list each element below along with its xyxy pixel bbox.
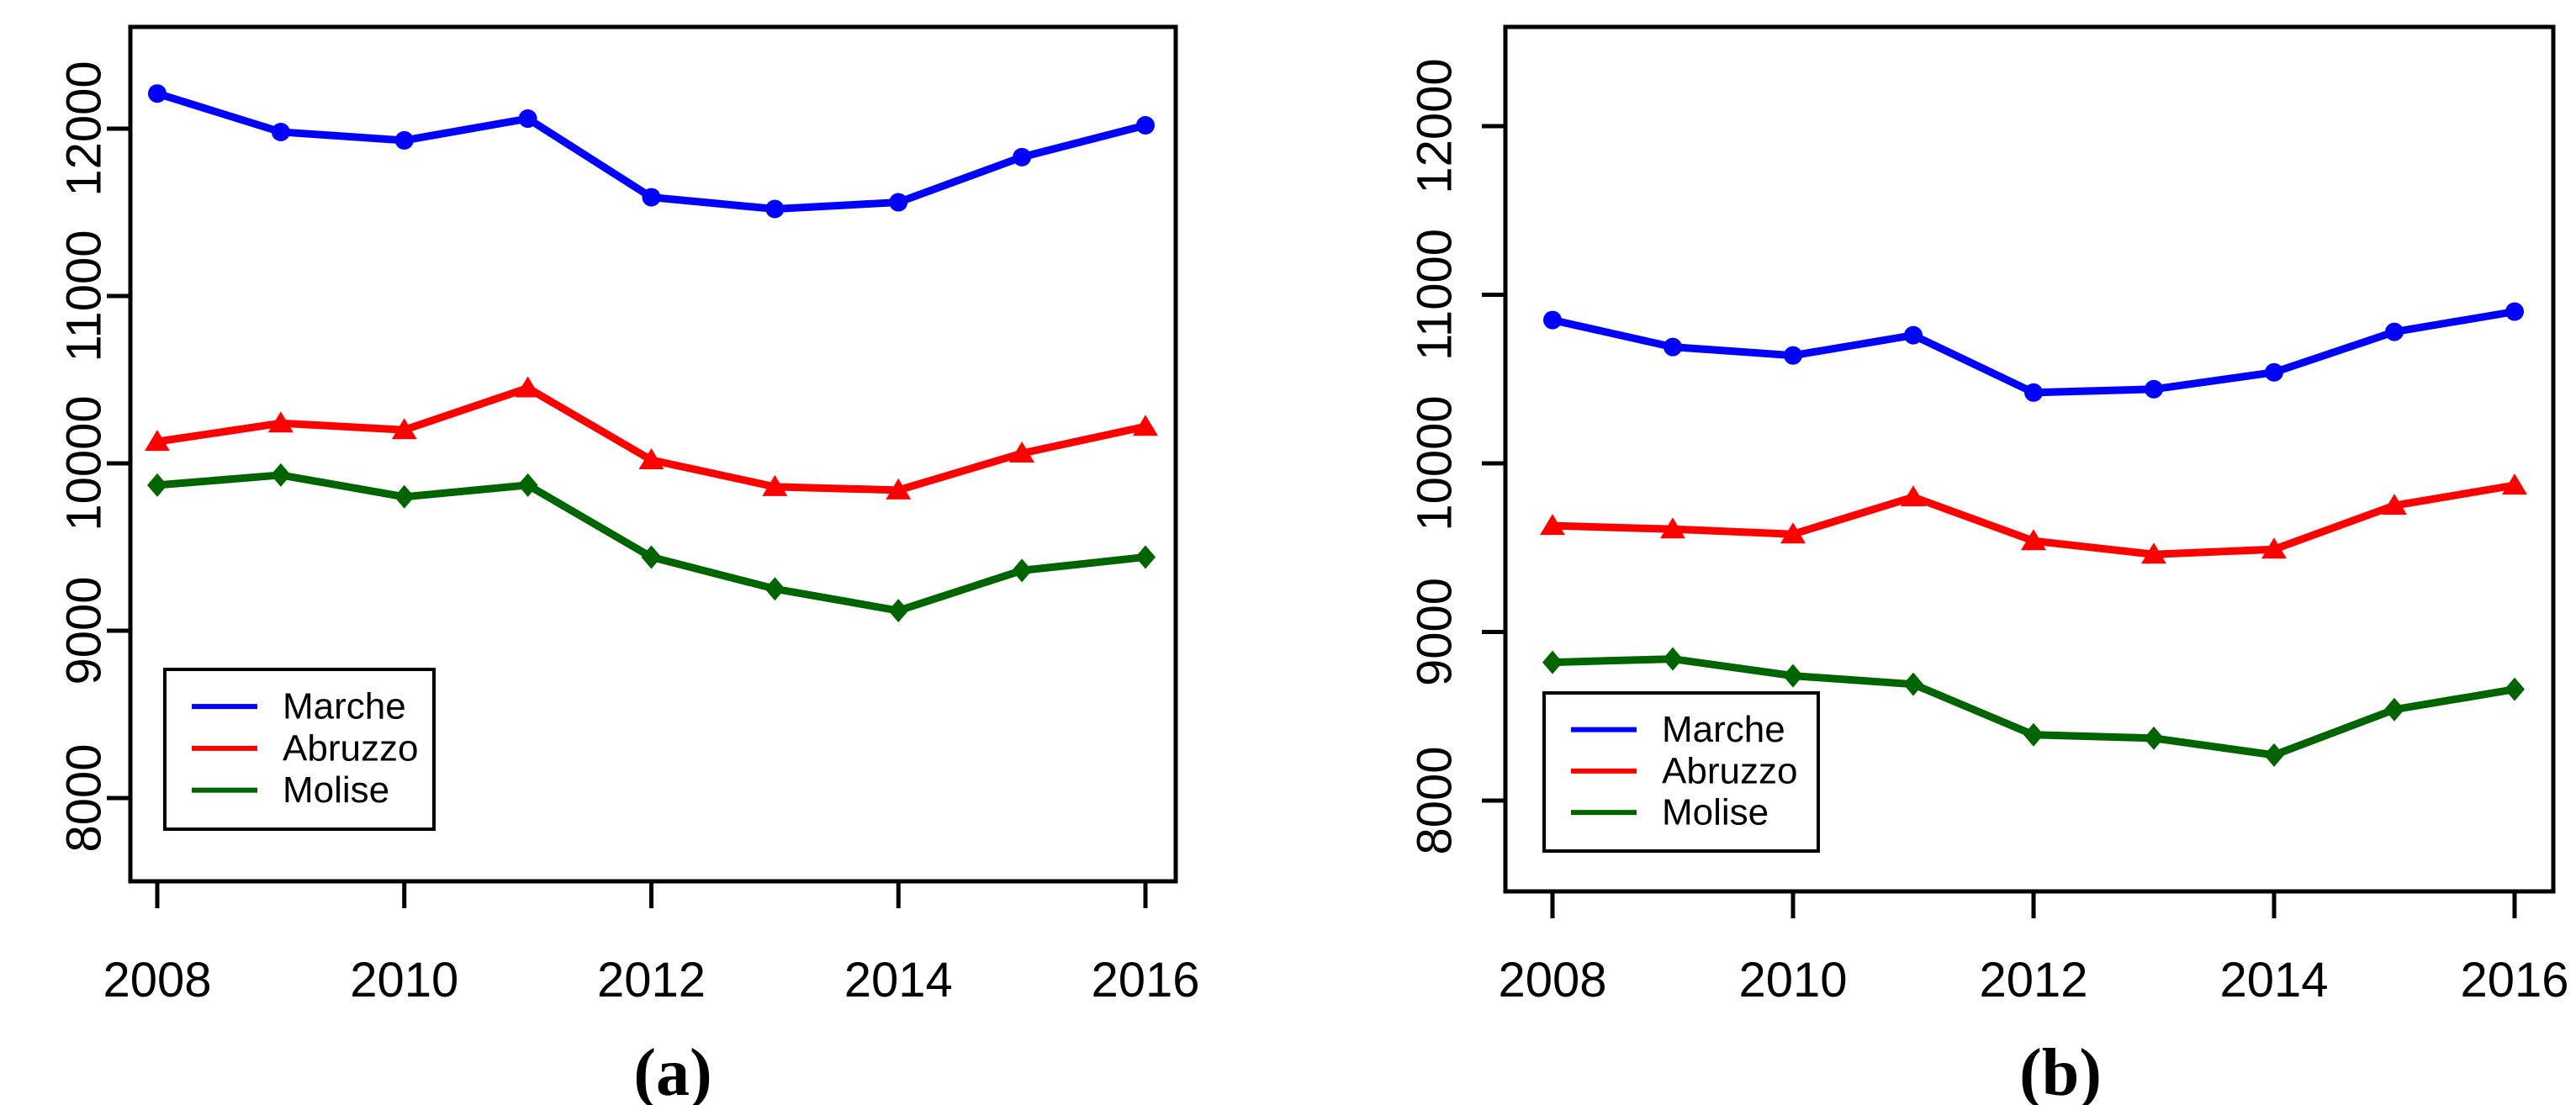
- data-point-marker: [1133, 415, 1158, 436]
- data-point-marker: [1903, 672, 1923, 696]
- series-line: [156, 383, 1146, 494]
- series-molise: [147, 463, 1156, 623]
- data-point-marker: [1013, 147, 1032, 167]
- data-point-marker: [2502, 473, 2527, 495]
- series-abruzzo: [145, 376, 1158, 500]
- legend-label: Abruzzo: [283, 727, 418, 769]
- x-axis-tick-label: 2012: [1979, 953, 2087, 1007]
- data-point-marker: [762, 474, 788, 496]
- y-axis-tick-label: 9000: [1408, 578, 1463, 686]
- data-point-marker: [2023, 722, 2044, 747]
- data-point-marker: [2385, 322, 2404, 341]
- x-axis-tick-label: 2008: [103, 953, 211, 1007]
- data-point-marker: [2264, 743, 2284, 767]
- y-axis-tick-label: 11000: [57, 230, 112, 362]
- legend-label: Abruzzo: [1662, 750, 1797, 791]
- y-axis-tick-label: 10000: [57, 395, 112, 531]
- data-point-marker: [2021, 529, 2046, 551]
- data-point-marker: [394, 130, 414, 150]
- chart-panel-b: 8000 9000 10000 11000 12000 2008 2010 2012 2014 2…: [1408, 24, 2569, 1105]
- data-point-marker: [886, 478, 912, 500]
- data-point-marker: [1009, 441, 1035, 463]
- plot-box: [1503, 24, 2556, 894]
- x-axis-tick-label: 2014: [844, 953, 953, 1007]
- data-point-marker: [2261, 537, 2287, 559]
- data-point-marker: [1660, 517, 1685, 539]
- data-point-marker: [2265, 362, 2283, 382]
- data-point-marker: [148, 84, 167, 103]
- data-point-marker: [2145, 379, 2163, 399]
- data-point-marker: [2141, 542, 2166, 564]
- y-axis-tick-label: 11000: [1408, 229, 1463, 361]
- data-point-marker: [1901, 485, 1926, 507]
- data-point-marker: [391, 418, 417, 440]
- legend-label: Marche: [1662, 709, 1785, 750]
- x-axis-tick-label: 2010: [1738, 953, 1847, 1007]
- y-axis-tick-label: 8000: [1408, 746, 1463, 854]
- data-point-marker: [2505, 677, 2525, 701]
- data-point-marker: [2144, 726, 2164, 750]
- data-point-marker: [145, 430, 170, 452]
- data-point-marker: [1664, 337, 1682, 357]
- data-point-marker: [2382, 494, 2407, 515]
- series-marche: [148, 84, 1155, 219]
- data-point-marker: [642, 188, 661, 207]
- x-axis-tick-label: 2010: [350, 953, 458, 1007]
- legend-label: Marche: [283, 686, 406, 727]
- data-point-marker: [1904, 325, 1923, 345]
- x-axis-tick-label: 2014: [2219, 953, 2328, 1007]
- panel-caption: (a): [633, 1036, 711, 1105]
- x-axis-tick-label: 2016: [1091, 953, 1199, 1007]
- data-point-marker: [1012, 558, 1033, 583]
- data-point-marker: [1135, 545, 1156, 569]
- data-point-marker: [1783, 664, 1803, 688]
- data-point-marker: [1780, 522, 1806, 544]
- panel-caption: (b): [2019, 1036, 2102, 1105]
- data-point-marker: [271, 122, 290, 141]
- data-point-marker: [515, 376, 541, 398]
- data-point-marker: [147, 473, 167, 497]
- data-point-marker: [1136, 116, 1155, 135]
- series-molise: [1542, 647, 2525, 767]
- series-line: [156, 471, 1146, 615]
- legend-label: Molise: [283, 769, 389, 811]
- data-point-marker: [1663, 647, 1683, 671]
- data-point-marker: [764, 577, 785, 601]
- y-axis-tick-label: 10000: [1408, 395, 1463, 531]
- data-point-marker: [889, 193, 908, 212]
- chart-panel-a: 8000 9000 10000 11000 12000 2008 2010 2012 2014 2…: [57, 24, 1200, 1105]
- data-point-marker: [394, 484, 415, 509]
- y-axis-tick-label: 8000: [57, 743, 112, 852]
- series-line: [1552, 308, 2515, 397]
- data-point-marker: [2505, 302, 2524, 321]
- data-point-marker: [641, 545, 662, 569]
- data-point-marker: [765, 199, 785, 219]
- data-point-marker: [1542, 650, 1563, 674]
- y-axis-tick-label: 12000: [1408, 58, 1463, 193]
- series-marche: [1543, 302, 2524, 402]
- data-point-marker: [888, 599, 909, 623]
- data-point-marker: [2024, 383, 2043, 402]
- x-axis-tick-label: 2012: [597, 953, 706, 1007]
- data-point-marker: [1784, 346, 1802, 365]
- series-abruzzo: [1540, 473, 2527, 564]
- data-point-marker: [1540, 514, 1565, 536]
- data-point-marker: [638, 448, 664, 470]
- legend-label: Molise: [1662, 792, 1769, 833]
- y-axis-tick-label: 9000: [57, 576, 112, 685]
- data-point-marker: [517, 473, 538, 497]
- data-point-marker: [1543, 310, 1562, 330]
- y-axis-tick-label: 12000: [57, 61, 112, 196]
- x-axis-tick-label: 2008: [1498, 953, 1606, 1007]
- data-point-marker: [2384, 697, 2404, 722]
- data-point-marker: [267, 411, 294, 433]
- x-axis-tick-label: 2016: [2460, 953, 2568, 1007]
- data-point-marker: [518, 109, 537, 129]
- data-point-marker: [270, 463, 291, 487]
